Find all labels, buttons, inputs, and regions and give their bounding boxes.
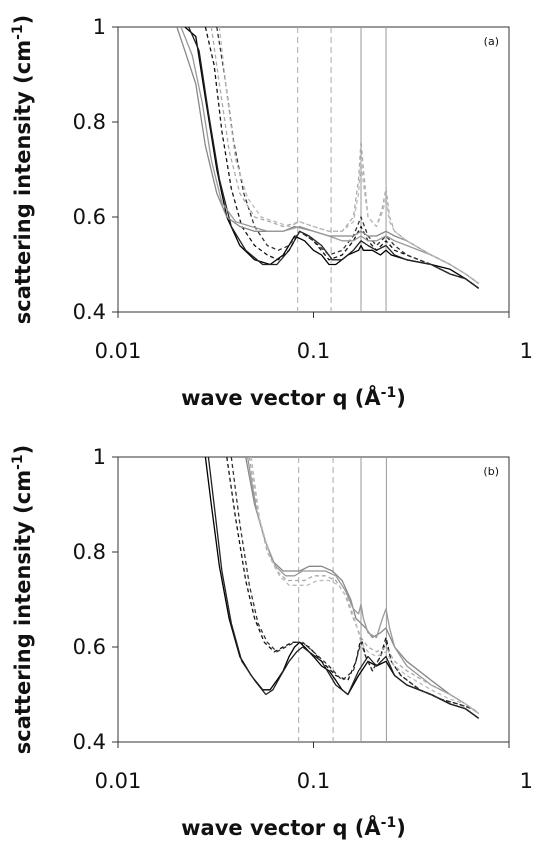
series-line (188, 27, 480, 289)
series-line (218, 27, 480, 285)
panel-label: (b) (483, 465, 499, 478)
x-tick-label: 1 (520, 339, 533, 363)
panel-label: (a) (484, 35, 499, 48)
series-line (207, 457, 480, 719)
panel-b: 0.4 0.6 0.8 1 0.01 0.1 1 (b) wave vector q (Å-1)… (10, 445, 533, 840)
series-line (248, 457, 480, 715)
series-line (250, 457, 480, 715)
y-tick-label: 1 (93, 445, 106, 469)
y-tick-label: 0.4 (73, 300, 106, 324)
y-tick-label: 0.6 (73, 205, 106, 229)
series-line (230, 457, 480, 715)
series-line (184, 27, 480, 289)
plot-frame (117, 456, 510, 743)
series-line (204, 457, 480, 719)
series-line (246, 457, 480, 715)
y-tick-label: 0.6 (73, 635, 106, 659)
series-line (176, 27, 480, 285)
x-tick-label: 0.01 (95, 769, 142, 793)
x-axis-title: wave vector q (Å-1) (181, 815, 406, 840)
x-tick-label: 0.01 (95, 339, 142, 363)
y-tick-label: 0.8 (73, 110, 106, 134)
x-axis-title: wave vector q (Å-1) (181, 385, 406, 410)
y-axis-title: scattering intensity (cm-1) (10, 15, 35, 325)
series-line (210, 27, 480, 285)
x-tick-label: 0.1 (297, 339, 330, 363)
x-tick-label: 1 (520, 769, 533, 793)
y-axis-title: scattering intensity (cm-1) (10, 445, 35, 755)
series-line (180, 27, 480, 285)
y-tick-label: 1 (93, 15, 106, 39)
series-line (216, 27, 480, 289)
y-tick-label: 0.4 (73, 730, 106, 754)
y-tick-label: 0.8 (73, 540, 106, 564)
series-line (226, 457, 480, 715)
series-line (204, 27, 480, 289)
x-tick-label: 0.1 (297, 769, 330, 793)
panel-a: 0.4 0.6 0.8 1 0.01 0.1 1 (a) wave vector q (Å-1)… (10, 15, 533, 410)
